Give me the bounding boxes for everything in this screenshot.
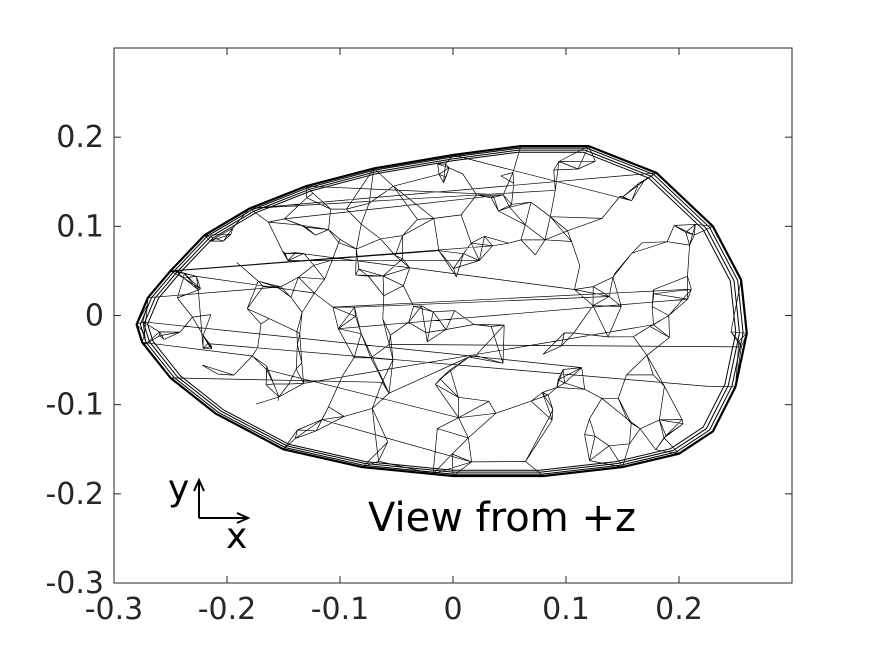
axes-indicator-y-label: y bbox=[168, 468, 189, 509]
x-tick-label: 0.1 bbox=[542, 592, 590, 627]
axes-indicator-x-arrow-head bbox=[236, 512, 251, 524]
x-tick-label: 0.2 bbox=[655, 592, 703, 627]
wireframe-mesh bbox=[135, 145, 748, 478]
mesh-edges bbox=[136, 145, 748, 477]
y-tick-label: 0.1 bbox=[56, 209, 104, 244]
x-tick-label: -0.3 bbox=[85, 592, 144, 627]
axes-indicator: y x bbox=[168, 468, 251, 557]
mesh-outline bbox=[139, 147, 744, 475]
y-tick-label: 0.2 bbox=[56, 120, 104, 155]
mesh-outline bbox=[147, 151, 737, 471]
x-tick-label: -0.1 bbox=[311, 592, 370, 627]
tick-labels: -0.3 -0.2 -0.1 0 0.1 0.2 -0.3 -0.2 -0.1 0 0.1 0.2 bbox=[45, 120, 702, 627]
x-tick-label: -0.2 bbox=[198, 592, 257, 627]
axes-indicator-y-arrow-head bbox=[193, 477, 205, 492]
y-tick-label: 0 bbox=[85, 299, 104, 334]
y-tick-label: -0.3 bbox=[45, 566, 104, 601]
x-tick-label: 0 bbox=[443, 592, 462, 627]
view-annotation: View from +z bbox=[368, 495, 636, 541]
y-tick-label: -0.2 bbox=[45, 477, 104, 512]
y-tick-label: -0.1 bbox=[45, 388, 104, 423]
axis-ticks bbox=[113, 48, 792, 584]
axes-indicator-x-label: x bbox=[226, 516, 247, 557]
